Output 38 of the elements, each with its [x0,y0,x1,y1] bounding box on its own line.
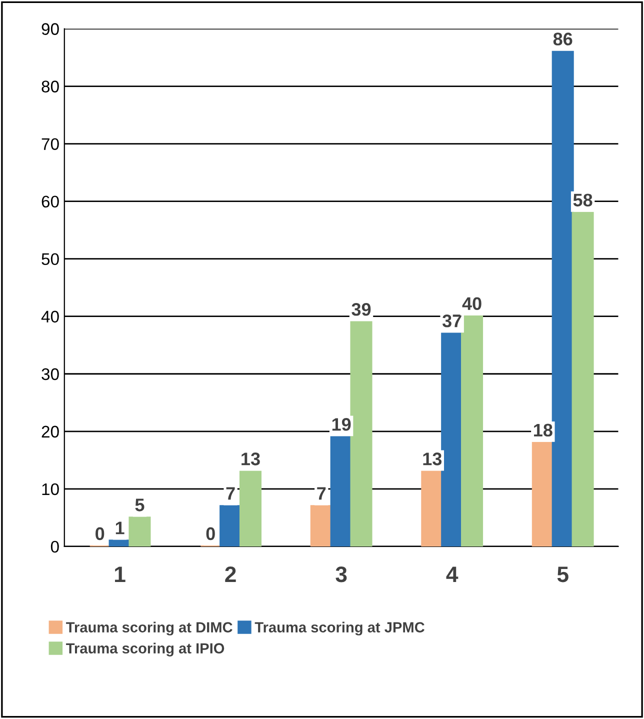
x-tick-label: 3 [336,566,347,582]
y-tick-label: 30 [42,368,59,380]
data-label: 7 [317,487,326,500]
y-tick-label: 80 [42,80,59,92]
data-label: 13 [242,452,260,466]
x-tick-label: 4 [446,566,458,582]
legend-label: Trauma scoring at IPIO [66,642,224,656]
bar [552,50,574,546]
x-tick-label: 1 [115,566,126,582]
x-tick-label: 2 [225,566,236,582]
y-tick-label: 0 [50,540,59,553]
y-tick-label: 60 [42,196,59,208]
data-label: 18 [534,424,552,437]
data-label: 40 [462,297,482,310]
data-label: 5 [135,498,144,512]
x-tick-label: 5 [557,566,568,582]
y-tick-label: 10 [42,483,59,496]
data-label: 0 [96,527,104,540]
bar [239,470,262,546]
data-label: 58 [573,194,592,206]
data-label: 19 [332,418,351,431]
bar [128,516,151,546]
data-label: 7 [226,487,235,500]
data-label: 13 [423,452,442,466]
data-label: 86 [553,32,572,46]
data-label: 1 [116,522,124,534]
y-tick-label: 70 [42,138,59,150]
data-label: 0 [206,527,215,540]
data-label: 37 [442,314,462,328]
y-tick-label: 90 [42,23,59,35]
legend-label: Trauma scoring at DIMC [66,622,232,636]
y-tick-label: 20 [42,426,59,438]
bar [108,540,131,546]
bar [461,315,484,546]
y-tick-label: 40 [41,310,59,323]
data-label: 39 [352,302,371,316]
y-tick-label: 50 [42,253,59,266]
legend-label: Trauma scoring at JPMC [254,622,424,636]
